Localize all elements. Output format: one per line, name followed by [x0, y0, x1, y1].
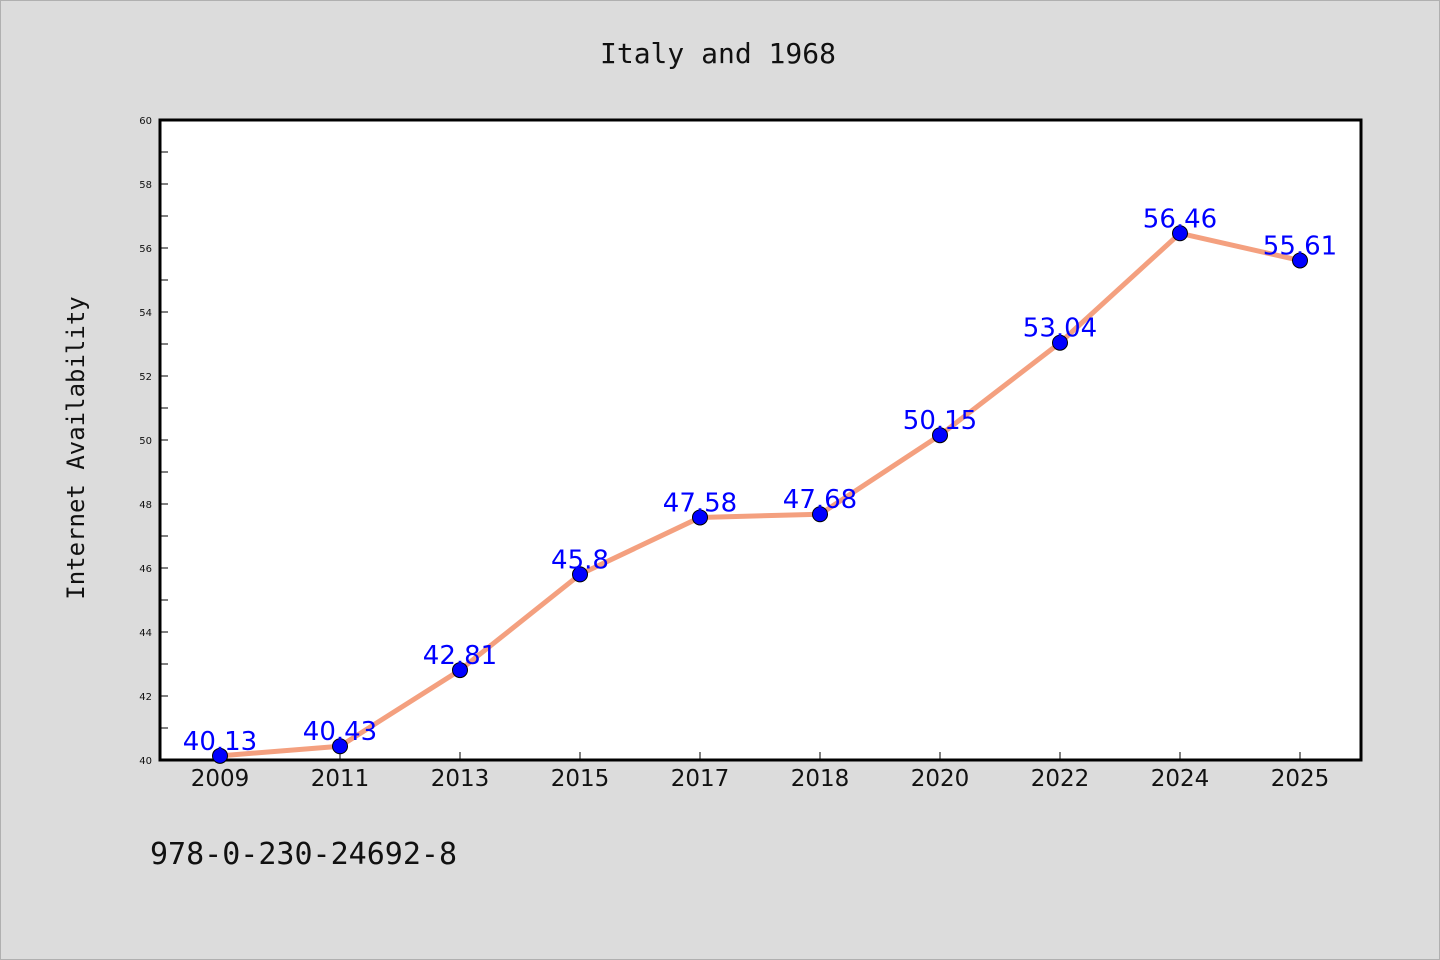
series-line [217, 230, 1303, 759]
data-label: 40.43 [303, 717, 377, 747]
x-tick-label: 2020 [911, 766, 970, 792]
data-label: 47.68 [783, 485, 857, 515]
data-label: 47.58 [663, 488, 737, 518]
data-point [932, 427, 948, 444]
x-tick-label: 2022 [1031, 766, 1090, 792]
plot-area [158, 118, 1363, 762]
data-point [1292, 252, 1308, 269]
y-tick-label: 50 [139, 436, 152, 447]
data-point [692, 509, 708, 526]
data-point [1172, 225, 1188, 242]
data-label: 45.8 [551, 545, 609, 575]
isbn-annotation: 978-0-230-24692-8 [150, 837, 457, 872]
y-tick-label: 58 [139, 180, 152, 191]
y-axis-label: Internet Availability [62, 296, 90, 599]
x-tick-label: 2025 [1271, 766, 1330, 792]
data-point [332, 738, 348, 755]
data-point [572, 566, 588, 583]
y-tick-label: 54 [139, 308, 152, 319]
y-tick-label: 52 [139, 372, 152, 383]
y-tick-label: 46 [139, 564, 152, 575]
x-tick-label: 2024 [1151, 766, 1210, 792]
y-tick-label: 56 [139, 244, 152, 255]
series-layer: 40.13 40.43 42.81 45.8 47.58 47.68 50.15 53.04 5… [183, 204, 1337, 764]
data-point [452, 662, 468, 679]
y-axis-ticks: 40 42 44 46 48 50 52 54 56 58 60 [139, 116, 168, 767]
data-label: 42.81 [423, 641, 497, 671]
x-tick-label: 2011 [311, 766, 370, 792]
data-point [1052, 334, 1068, 351]
y-tick-label: 44 [139, 628, 152, 639]
x-tick-label: 2013 [431, 766, 490, 792]
x-tick-label: 2018 [791, 766, 850, 792]
x-axis-ticks: 2009 2011 2013 2015 2017 2018 2020 2022 2024 2025 [191, 752, 1330, 792]
y-tick-label: 40 [139, 756, 152, 767]
data-label: 55.61 [1263, 231, 1337, 261]
y-tick-label: 60 [139, 116, 152, 127]
data-point [212, 747, 228, 764]
data-label: 56.46 [1143, 204, 1217, 234]
x-tick-label: 2009 [191, 766, 250, 792]
data-label: 50.15 [903, 406, 977, 436]
y-tick-label: 48 [139, 500, 152, 511]
chart-title: Italy and 1968 [600, 37, 836, 70]
y-tick-label: 42 [139, 692, 152, 703]
x-tick-label: 2015 [551, 766, 610, 792]
x-tick-label: 2017 [671, 766, 730, 792]
data-point [812, 506, 828, 523]
data-label: 40.13 [183, 727, 257, 757]
data-label: 53.04 [1023, 314, 1097, 344]
